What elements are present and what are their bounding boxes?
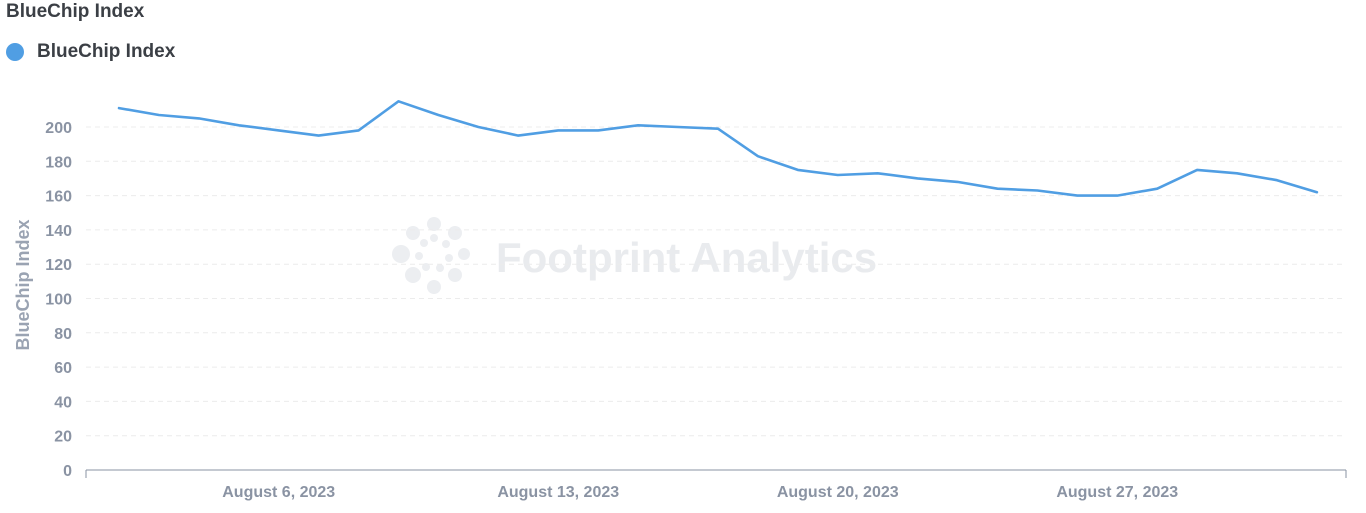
y-tick-label: 140 — [45, 223, 72, 240]
data-point[interactable] — [1031, 184, 1043, 196]
data-point[interactable] — [233, 119, 245, 131]
data-point[interactable] — [872, 167, 884, 179]
data-point[interactable] — [313, 130, 325, 142]
y-tick-label: 180 — [45, 154, 72, 171]
x-tick-label: August 13, 2023 — [497, 484, 619, 501]
data-point[interactable] — [832, 169, 844, 181]
data-point[interactable] — [472, 121, 484, 133]
data-point[interactable] — [712, 123, 724, 135]
data-point[interactable] — [552, 124, 564, 136]
data-point[interactable] — [273, 124, 285, 136]
data-point[interactable] — [512, 130, 524, 142]
data-point[interactable] — [632, 119, 644, 131]
gridlines — [86, 126, 1346, 437]
legend-label[interactable]: BlueChip Index — [37, 41, 176, 62]
watermark: Footprint Analytics — [392, 217, 877, 294]
y-tick-label: 80 — [54, 326, 72, 343]
series-line[interactable] — [117, 100, 1319, 197]
y-tick-label: 200 — [45, 120, 72, 137]
data-point[interactable] — [1311, 186, 1323, 198]
x-tick-label: August 27, 2023 — [1056, 484, 1178, 501]
data-point[interactable] — [1191, 164, 1203, 176]
legend-dot-icon[interactable] — [6, 43, 24, 61]
y-axis-title: BlueChip Index — [13, 219, 33, 350]
data-point[interactable] — [991, 183, 1003, 195]
y-tick-label: 120 — [45, 257, 72, 274]
x-axis: August 6, 2023 August 13, 2023 August 20, … — [85, 469, 1347, 501]
data-point[interactable] — [153, 109, 165, 121]
y-tick-label: 20 — [54, 429, 72, 446]
data-point[interactable] — [952, 176, 964, 188]
y-tick-label: 160 — [45, 189, 72, 206]
data-point[interactable] — [193, 112, 205, 124]
data-point[interactable] — [353, 124, 365, 136]
data-point[interactable] — [792, 164, 804, 176]
watermark-text: Footprint Analytics — [496, 234, 877, 281]
data-point[interactable] — [113, 102, 125, 114]
y-tick-label: 40 — [54, 394, 72, 411]
data-point[interactable] — [592, 124, 604, 136]
data-point[interactable] — [393, 95, 405, 107]
data-point[interactable] — [432, 109, 444, 121]
y-tick-label: 60 — [54, 360, 72, 377]
y-tick-label: 0 — [63, 463, 72, 480]
data-point[interactable] — [1151, 183, 1163, 195]
data-point[interactable] — [912, 172, 924, 184]
data-point[interactable] — [1271, 174, 1283, 186]
y-tick-label: 100 — [45, 292, 72, 309]
data-point[interactable] — [1231, 167, 1243, 179]
y-axis: 0 20 40 60 80 100 120 140 160 180 200 — [45, 120, 72, 480]
series-bluechip-index[interactable] — [113, 95, 1323, 201]
chart-title: BlueChip Index — [6, 1, 145, 22]
data-point[interactable] — [1111, 190, 1123, 202]
x-tick-label: August 6, 2023 — [222, 484, 335, 501]
footprint-logo-icon — [392, 217, 470, 294]
x-tick-label: August 20, 2023 — [777, 484, 899, 501]
data-point[interactable] — [672, 121, 684, 133]
legend: BlueChip Index — [6, 40, 175, 64]
data-point[interactable] — [1071, 190, 1083, 202]
data-point[interactable] — [752, 150, 764, 162]
